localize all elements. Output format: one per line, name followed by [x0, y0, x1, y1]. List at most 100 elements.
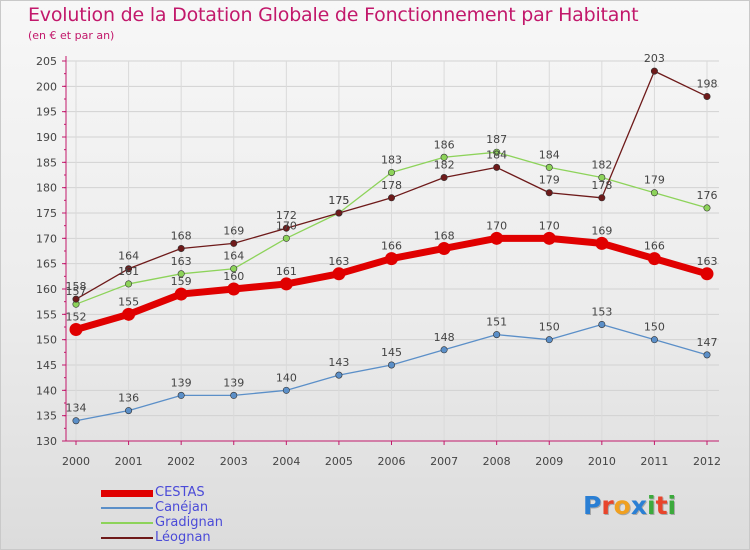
data-point: [122, 307, 136, 321]
y-tick-label: 150: [36, 334, 57, 347]
data-point: [545, 163, 553, 171]
data-point: [598, 194, 606, 202]
axes: 130 135 140 145 150 155 160 165 170 175 180 185 190 1…: [36, 55, 721, 468]
logo-letter: x: [630, 491, 647, 520]
data-point: [545, 189, 553, 197]
y-tick-label: 195: [36, 106, 57, 119]
data-point: [700, 267, 714, 281]
data-label: 170: [276, 219, 297, 232]
x-tick-label: 2011: [640, 455, 668, 468]
proxiti-logo: Proxiti: [583, 491, 676, 520]
data-label: 143: [328, 356, 349, 369]
data-label: 178: [381, 179, 402, 192]
data-point: [174, 287, 188, 301]
data-label: 169: [591, 224, 612, 237]
data-label: 134: [66, 402, 87, 415]
legend-label: Gradignan: [155, 515, 223, 530]
data-label: 187: [486, 133, 507, 146]
data-point: [440, 346, 448, 354]
data-point: [69, 323, 83, 337]
data-point: [335, 371, 343, 379]
data-label: 160: [223, 270, 244, 283]
data-point: [279, 277, 293, 291]
data-point: [437, 241, 451, 255]
data-label: 148: [434, 331, 455, 344]
y-tick-label: 200: [36, 80, 57, 93]
data-label: 145: [381, 346, 402, 359]
x-tick-label: 2008: [483, 455, 511, 468]
data-label: 169: [223, 224, 244, 237]
data-label: 158: [66, 280, 87, 293]
data-point: [598, 320, 606, 328]
y-tick-label: 160: [36, 283, 57, 296]
data-point: [282, 234, 290, 242]
logo-letter: t: [655, 491, 668, 520]
data-point: [647, 252, 661, 266]
y-tick-label: 135: [36, 410, 57, 423]
data-labels: 134 136 139 139 140 143 145 148 151 150 153 150 147 1…: [66, 52, 718, 415]
y-tick-label: 140: [36, 384, 57, 397]
data-label: 139: [171, 376, 192, 389]
data-point: [650, 189, 658, 197]
grid-lines: [66, 60, 719, 442]
logo-letter: r: [601, 491, 614, 520]
data-point: [230, 239, 238, 247]
data-point: [385, 252, 398, 266]
series-group: [69, 67, 714, 425]
data-label: 182: [591, 159, 612, 172]
data-point: [703, 351, 711, 359]
data-point: [125, 280, 133, 288]
data-label: 139: [223, 376, 244, 389]
data-label: 179: [539, 174, 560, 187]
data-label: 178: [591, 179, 612, 192]
data-label: 166: [644, 240, 665, 253]
legend-swatch: [101, 537, 153, 539]
data-point: [650, 336, 658, 344]
data-point: [493, 148, 501, 156]
chart-subtitle: (en € et par an): [28, 29, 115, 42]
data-point: [177, 391, 185, 399]
y-tick-label: 180: [36, 182, 57, 195]
data-label: 152: [66, 311, 87, 324]
x-tick-label: 2000: [62, 455, 90, 468]
chart-title: Evolution de la Dotation Globale de Fonc…: [28, 4, 639, 26]
data-label: 159: [171, 275, 192, 288]
data-label: 170: [539, 219, 560, 232]
data-label: 164: [118, 250, 139, 263]
data-label: 184: [486, 148, 507, 161]
x-tick-label: 2002: [167, 455, 195, 468]
data-label: 136: [118, 392, 139, 405]
data-point: [545, 336, 553, 344]
data-point: [230, 265, 238, 273]
data-point: [703, 92, 711, 100]
data-point: [282, 386, 290, 394]
x-tick-label: 2009: [535, 455, 563, 468]
data-label: 153: [591, 305, 612, 318]
data-point: [650, 67, 658, 75]
x-tick-label: 2010: [588, 455, 616, 468]
data-label: 151: [486, 316, 507, 329]
data-point: [332, 267, 346, 281]
x-tick-label: 2004: [272, 455, 300, 468]
x-tick-label: 2007: [430, 455, 458, 468]
y-tick-label: 170: [36, 232, 57, 245]
data-point: [387, 168, 395, 176]
data-point: [440, 174, 448, 182]
data-label: 157: [66, 285, 87, 298]
x-tick-label: 2003: [220, 455, 248, 468]
data-label: 161: [276, 265, 297, 278]
data-point: [72, 417, 80, 425]
data-label: 168: [171, 229, 192, 242]
x-tick-label: 2006: [378, 455, 406, 468]
legend-swatch: [101, 490, 153, 497]
data-label: 182: [434, 159, 455, 172]
data-label: 186: [434, 138, 455, 151]
data-label: 168: [434, 229, 455, 242]
data-point: [542, 231, 556, 245]
data-label: 150: [644, 321, 665, 334]
y-tick-label: 175: [36, 207, 57, 220]
data-point: [125, 407, 133, 415]
data-label: 183: [381, 153, 402, 166]
